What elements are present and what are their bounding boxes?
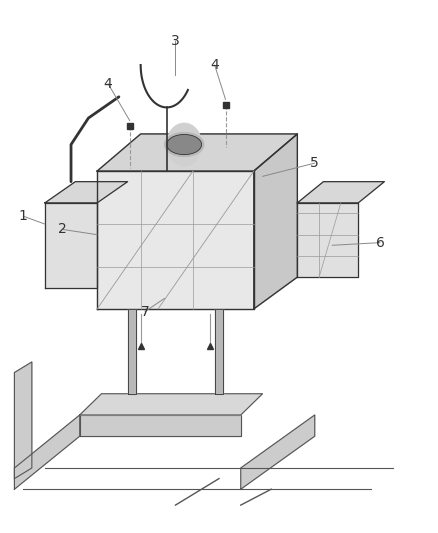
Polygon shape bbox=[97, 134, 297, 171]
Polygon shape bbox=[14, 415, 80, 489]
Polygon shape bbox=[254, 134, 297, 309]
Text: 7: 7 bbox=[141, 304, 149, 319]
Polygon shape bbox=[297, 203, 358, 277]
Polygon shape bbox=[14, 362, 32, 479]
Polygon shape bbox=[80, 394, 262, 415]
Text: 6: 6 bbox=[376, 236, 385, 249]
Polygon shape bbox=[241, 415, 315, 489]
Polygon shape bbox=[127, 309, 136, 394]
Text: 4: 4 bbox=[104, 77, 113, 91]
Polygon shape bbox=[297, 182, 385, 203]
Circle shape bbox=[167, 123, 201, 166]
Polygon shape bbox=[80, 415, 241, 436]
Ellipse shape bbox=[165, 133, 204, 157]
Text: 4: 4 bbox=[210, 58, 219, 72]
Polygon shape bbox=[215, 309, 223, 394]
Polygon shape bbox=[45, 203, 97, 288]
Ellipse shape bbox=[167, 134, 201, 155]
Text: 3: 3 bbox=[171, 34, 180, 48]
Text: 1: 1 bbox=[19, 209, 28, 223]
Text: 5: 5 bbox=[311, 156, 319, 170]
Polygon shape bbox=[97, 171, 254, 309]
Text: 2: 2 bbox=[58, 222, 67, 236]
Polygon shape bbox=[45, 182, 127, 203]
